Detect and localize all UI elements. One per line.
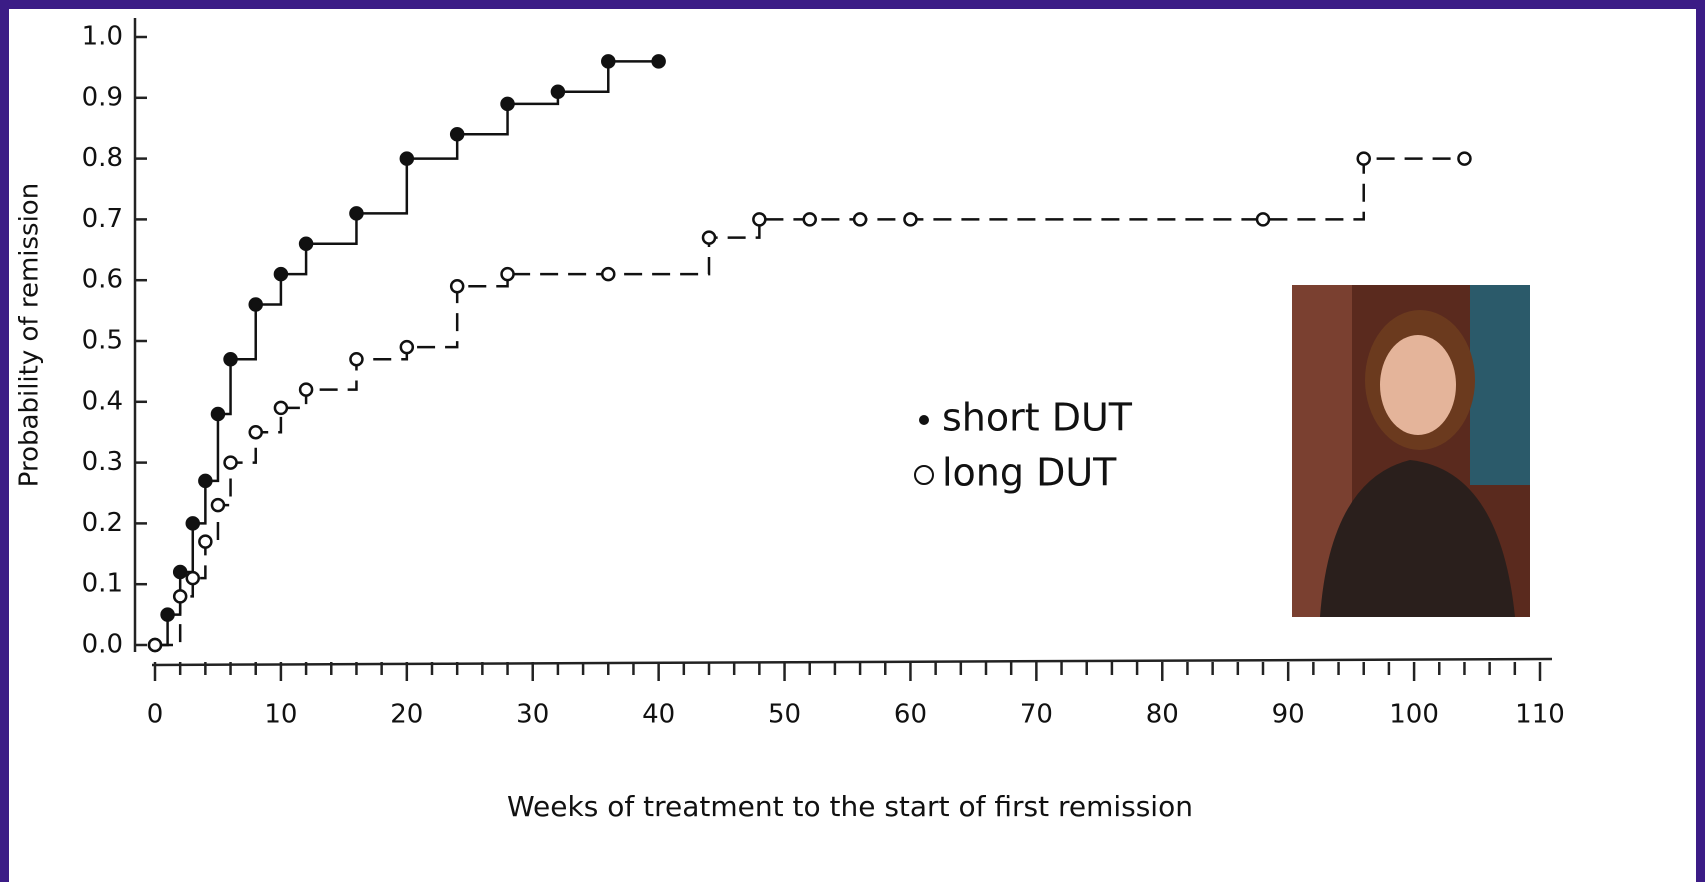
marker xyxy=(601,266,616,282)
marker xyxy=(852,212,868,227)
marker xyxy=(1356,151,1371,166)
marker xyxy=(273,266,289,282)
marker xyxy=(1255,212,1271,227)
photo xyxy=(1292,285,1530,617)
marker xyxy=(223,351,238,367)
marker xyxy=(248,297,263,312)
x-axis-label: Weeks of treatment to the start of first… xyxy=(507,790,1193,823)
x-tick-label: 20 xyxy=(390,700,423,730)
x-tick-label: 50 xyxy=(768,700,801,730)
y-tick-label: 0.2 xyxy=(82,508,123,538)
y-tick-label: 0.7 xyxy=(82,204,123,234)
marker xyxy=(223,455,238,470)
x-tick-label: 110 xyxy=(1515,700,1565,730)
marker xyxy=(172,564,188,580)
marker xyxy=(701,230,717,245)
marker xyxy=(449,127,465,142)
marker xyxy=(1457,151,1472,166)
marker xyxy=(198,534,213,549)
x-tick-label: 10 xyxy=(264,700,297,730)
legend-marker xyxy=(914,465,934,485)
x-tick-label: 70 xyxy=(1020,700,1053,730)
x-tick-label: 90 xyxy=(1272,700,1305,730)
marker xyxy=(500,96,515,112)
x-tick-label: 0 xyxy=(147,700,164,730)
y-tick-label: 0.4 xyxy=(82,386,123,416)
marker xyxy=(298,236,314,251)
y-tick-label: 0.3 xyxy=(82,447,123,477)
y-tick-label: 0.1 xyxy=(82,569,123,599)
marker xyxy=(399,151,415,166)
y-tick-label: 0.0 xyxy=(82,630,123,660)
y-tick-label: 0.5 xyxy=(82,326,123,356)
x-tick-label: 40 xyxy=(642,700,675,730)
marker xyxy=(752,212,767,227)
marker xyxy=(248,424,263,440)
y-axis-label: Probability of remission xyxy=(15,183,45,487)
marker xyxy=(903,212,918,227)
marker xyxy=(449,279,465,294)
legend-marker xyxy=(919,415,929,425)
x-tick-label: 80 xyxy=(1146,700,1179,730)
marker xyxy=(349,351,364,367)
x-tick-label: 100 xyxy=(1389,700,1439,730)
x-tick-label: 60 xyxy=(894,700,927,730)
marker xyxy=(172,589,188,604)
y-tick-label: 0.8 xyxy=(82,143,123,173)
marker xyxy=(349,206,364,221)
marker xyxy=(298,382,314,397)
marker xyxy=(147,637,163,653)
y-tick-label: 1.0 xyxy=(82,22,123,52)
legend-label: short DUT xyxy=(942,396,1133,440)
marker xyxy=(601,54,616,69)
marker xyxy=(198,473,213,489)
marker xyxy=(651,54,666,69)
marker xyxy=(273,400,289,416)
marker xyxy=(550,84,566,99)
marker xyxy=(185,516,201,531)
y-tick-label: 0.9 xyxy=(82,82,123,112)
marker xyxy=(160,607,175,622)
marker xyxy=(802,212,817,227)
marker xyxy=(399,339,415,355)
marker xyxy=(500,266,515,282)
marker xyxy=(185,570,201,586)
legend-label: long DUT xyxy=(942,451,1117,495)
marker xyxy=(210,497,226,513)
x-tick-label: 30 xyxy=(516,700,549,730)
y-tick-label: 0.6 xyxy=(82,265,123,295)
marker xyxy=(210,406,226,422)
x-axis xyxy=(151,657,1553,667)
